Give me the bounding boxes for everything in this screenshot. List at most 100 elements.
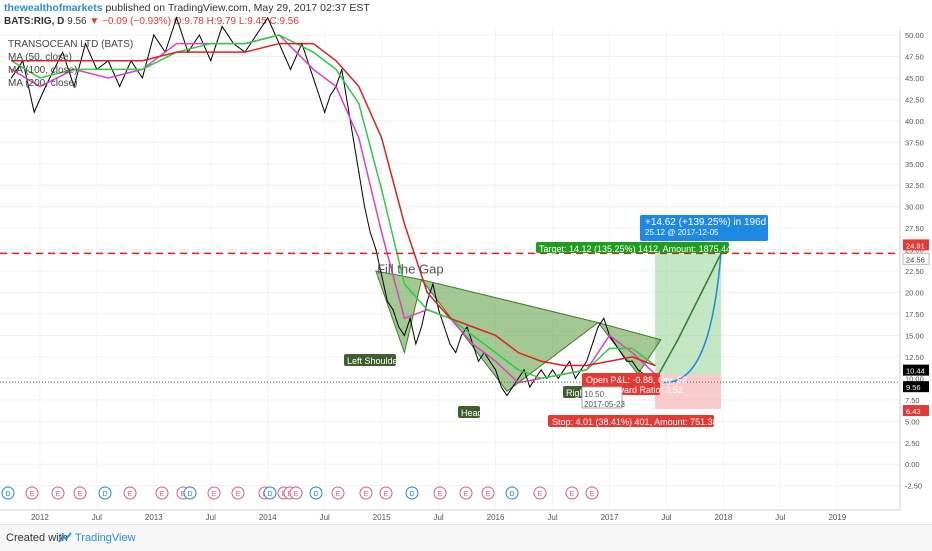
event-marker-letter: E <box>438 491 443 498</box>
series-group <box>10 16 656 397</box>
data-point <box>426 300 428 302</box>
event-marker-letter: D <box>509 491 514 498</box>
y-tick-label: 10.00 <box>905 374 924 383</box>
projection-curve[interactable] <box>657 251 722 384</box>
event-marker[interactable] <box>123 486 137 500</box>
time-axis[interactable]: 2012 Jul 2013 Jul 2014 Jul 2015 Jul 2016 Jul 2017 J… <box>0 509 900 520</box>
symbol-line: BATS:RIG, D 9.56 ▼ −0.09 (−0.93%) O:9.78… <box>4 16 299 27</box>
event-marker[interactable] <box>505 486 519 500</box>
open-pl-label: Open P&L: -0.88, Qty: 62 <box>586 375 687 385</box>
author-link[interactable]: thewealthofmarkets <box>4 2 103 14</box>
x-tick-label: Jul <box>661 513 671 520</box>
y-tick-label: 7.50 <box>905 396 920 405</box>
event-marker[interactable] <box>459 486 473 500</box>
legend-ma100[interactable]: MA (100, close) <box>8 65 78 76</box>
event-markers[interactable]: DEEEDEEEDEEEDEEEDEEEDEEEDEEE <box>1 486 599 500</box>
event-marker-letter: E <box>336 491 341 498</box>
target-path-line[interactable] <box>656 253 722 378</box>
event-marker-letter: E <box>236 491 241 498</box>
target-label: Target: 14.12 (135.25%) 1412, Amount: 18… <box>539 244 731 254</box>
tradingview-brand[interactable]: TradingView <box>75 532 136 544</box>
event-marker[interactable] <box>585 486 599 500</box>
projection-tag[interactable]: +14.62 (+139.25%) in 196d 1h 25.12 @ 201… <box>640 215 780 241</box>
event-marker[interactable] <box>359 486 373 500</box>
left-shoulder-tag[interactable]: Left Shoulder <box>344 354 401 366</box>
event-marker[interactable] <box>309 486 323 500</box>
event-marker-letter: E <box>486 491 491 498</box>
head-tag[interactable]: Head <box>458 406 483 418</box>
price-tag-text-top: 24.91 <box>906 241 925 250</box>
x-tick-label: Jul <box>92 513 102 520</box>
event-marker[interactable] <box>331 486 345 500</box>
data-point <box>381 137 383 139</box>
event-marker[interactable] <box>155 486 169 500</box>
event-marker[interactable] <box>183 486 197 500</box>
grid-lines <box>0 30 900 510</box>
data-point <box>107 77 109 79</box>
price-axis[interactable]: 50.00 47.50 45.00 42.50 40.00 37.50 35.00 32.50… <box>899 30 924 510</box>
event-marker[interactable] <box>51 486 65 500</box>
y-tick-label: 32.50 <box>905 181 924 190</box>
event-marker[interactable] <box>433 486 447 500</box>
data-point <box>312 68 314 70</box>
price-tag-last <box>903 381 929 393</box>
y-tick-label: 27.50 <box>905 224 924 233</box>
y-tick-label: 17.50 <box>905 310 924 319</box>
data-point <box>597 326 599 328</box>
event-marker[interactable] <box>98 486 112 500</box>
data-point <box>381 231 383 234</box>
event-marker[interactable] <box>207 486 221 500</box>
event-marker-letter: D <box>102 491 107 498</box>
legend-ma50[interactable]: MA (50, close) <box>8 52 72 63</box>
event-marker-letter: E <box>464 491 469 498</box>
event-marker[interactable] <box>533 486 547 500</box>
y-tick-label: 0.00 <box>905 460 920 469</box>
event-marker[interactable] <box>263 486 277 500</box>
fill-gap-label[interactable]: Fill the Gap <box>377 262 443 277</box>
x-tick-label: 2017 <box>601 513 619 520</box>
y-tick-label: 37.50 <box>905 138 924 147</box>
data-point <box>358 171 360 173</box>
event-marker[interactable] <box>1 486 15 500</box>
event-marker[interactable] <box>379 486 393 500</box>
target-zone[interactable] <box>655 253 722 375</box>
stop-label: Stop: 4.01 (38.41%) 401, Amount: 751.38 <box>552 417 718 427</box>
legend-ma200[interactable]: MA (200, close) <box>8 78 78 89</box>
stop-tag[interactable]: Stop: 4.01 (38.41%) 401, Amount: 751.38 <box>548 415 718 427</box>
price-chart[interactable]: 50.00 47.50 45.00 42.50 40.00 37.50 35.00 32.50… <box>0 0 932 520</box>
data-point <box>381 188 383 191</box>
event-marker[interactable] <box>25 486 39 500</box>
data-point <box>631 360 633 362</box>
price-tag-top <box>903 239 929 251</box>
data-point <box>312 51 314 53</box>
price-tag-text-ma: 10.44 <box>906 367 925 376</box>
event-marker[interactable] <box>73 486 87 500</box>
data-point <box>654 364 656 367</box>
event-marker-letter: E <box>294 491 299 498</box>
cursor-tag[interactable]: 10.50 2017-05-23 <box>581 386 625 409</box>
data-point <box>119 85 121 88</box>
data-point <box>210 51 212 53</box>
tradingview-logo-icon[interactable] <box>58 530 118 546</box>
data-point <box>255 34 257 36</box>
x-tick-label: 2013 <box>145 513 163 520</box>
target-tag[interactable]: Target: 14.12 (135.25%) 1412, Amount: 18… <box>536 242 731 254</box>
event-marker[interactable] <box>231 486 245 500</box>
event-marker[interactable] <box>565 486 579 500</box>
event-marker[interactable] <box>405 486 419 500</box>
y-tick-label: 5.00 <box>905 417 920 426</box>
data-point <box>517 352 519 354</box>
data-point <box>586 364 588 367</box>
data-point <box>512 386 514 388</box>
symbol-name[interactable]: BATS:RIG, D <box>4 16 65 27</box>
y-tick-label: 22.50 <box>905 267 924 276</box>
data-point <box>10 77 12 79</box>
stop-zone[interactable] <box>655 374 722 410</box>
event-marker[interactable] <box>481 486 495 500</box>
series-price[interactable] <box>10 16 656 397</box>
price-tag-ma <box>903 364 929 376</box>
data-point <box>44 85 47 88</box>
data-point <box>210 42 212 45</box>
close-value: C:9.56 <box>269 16 299 27</box>
event-marker[interactable] <box>289 486 303 500</box>
